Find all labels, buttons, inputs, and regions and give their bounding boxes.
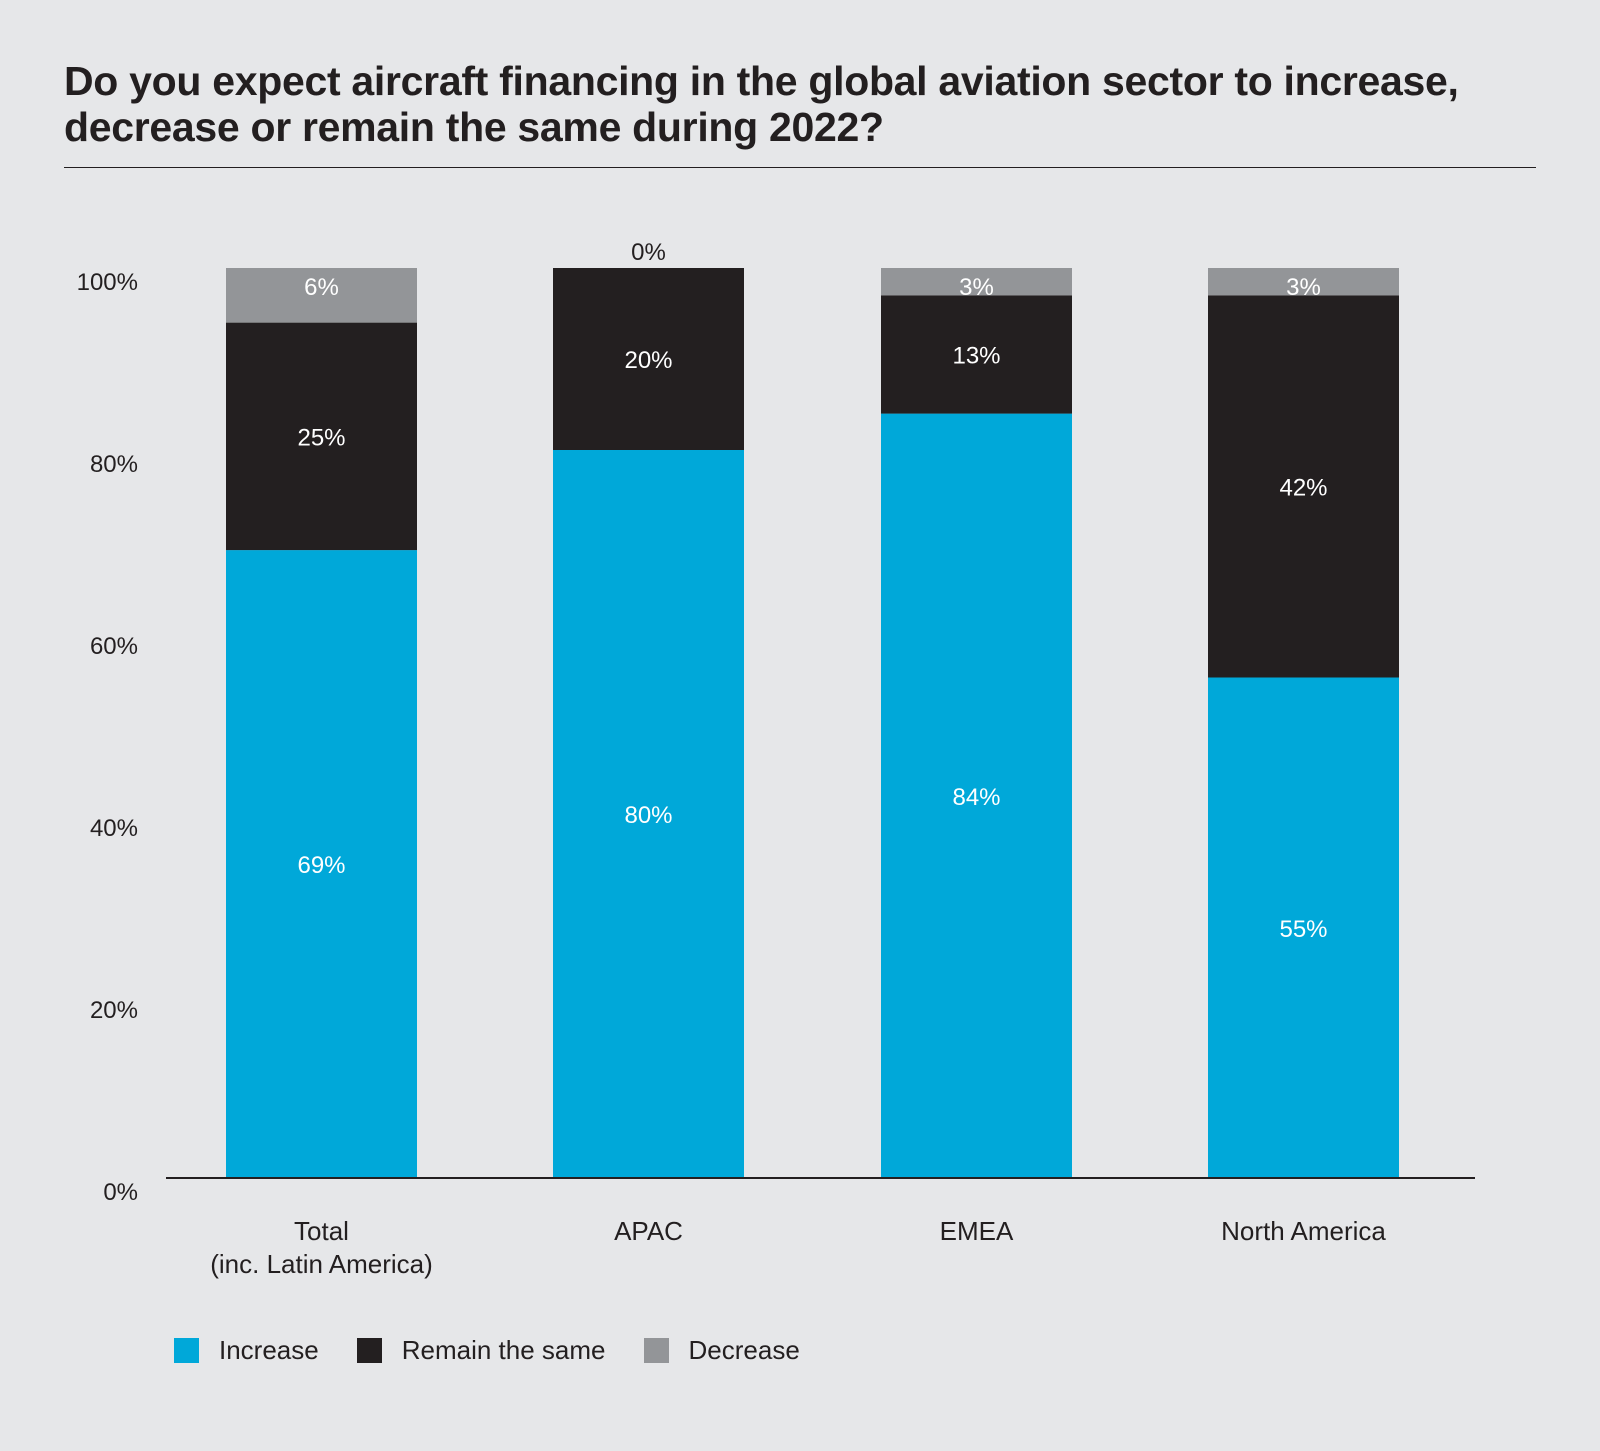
bar-segment-remain-the-same [226,322,417,551]
legend-item-decrease: Decrease [643,1335,800,1366]
data-label: 80% [624,802,672,829]
x-tick-label: APAC [614,1216,683,1246]
data-label: 42% [1279,474,1327,501]
data-label: 20% [624,347,672,374]
legend-label: Remain the same [401,1335,606,1365]
x-tick-label: (inc. Latin America) [210,1249,433,1279]
legend: Increase Remain the same Decrease [174,1335,838,1366]
legend-label: Decrease [688,1335,800,1365]
y-tick-label: 80% [90,451,138,478]
bar-segment-decrease [881,268,1072,296]
y-tick-label: 60% [90,633,138,660]
title-divider [64,167,1536,168]
data-label: 13% [952,342,1000,369]
legend-item-remain-the-same: Remain the same [356,1335,606,1366]
data-label: 55% [1279,916,1327,943]
data-label: 3% [1286,274,1321,301]
data-label: 3% [959,274,994,301]
data-label: 25% [297,424,345,451]
data-label: 84% [952,784,1000,811]
legend-label: Increase [219,1335,319,1365]
data-label: 69% [297,852,345,879]
stacked-bar-chart: 0% 20% 40% 60% 80% 100% 69% 25% 6% Total(inc. Lat… [77,239,1475,1279]
bar-segment-increase [553,450,744,1178]
chart-title: Do you expect aircraft financing in the … [64,58,1459,150]
bar-segment-increase [1208,677,1399,1178]
legend-swatch [643,1338,669,1363]
bar-segment-remain-the-same [1208,295,1399,678]
legend-swatch [356,1338,382,1363]
x-tick-label: EMEA [940,1216,1014,1246]
y-tick-label: 20% [90,997,138,1024]
x-tick-label: North America [1221,1216,1386,1246]
data-label: 6% [304,274,339,301]
legend-item-increase: Increase [174,1335,319,1366]
bar-segment-increase [226,550,417,1178]
bar-segment-remain-the-same [881,295,1072,414]
y-tick-label: 100% [77,269,138,296]
x-tick-label: Total [294,1216,349,1246]
data-label: 0% [631,239,666,266]
bar-segment-increase [881,413,1072,1179]
y-tick-label: 0% [103,1179,138,1206]
legend-swatch [174,1338,199,1363]
bar-segment-remain-the-same [553,268,744,450]
y-tick-label: 40% [90,815,138,842]
bar-segment-decrease [1208,268,1399,296]
bar-segment-decrease [226,268,417,323]
